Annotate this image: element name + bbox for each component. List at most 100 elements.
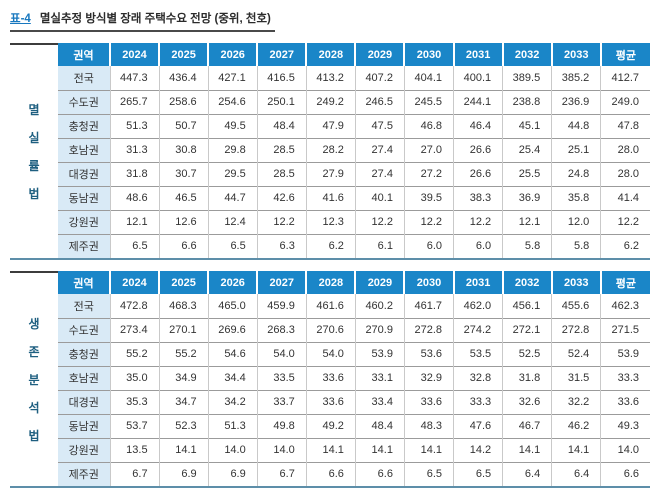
value-cell: 25.1 [551, 137, 601, 162]
value-cell: 270.9 [354, 317, 405, 342]
value-cell: 45.1 [502, 113, 552, 138]
table-row: 수도권 265.7 258.6 254.6 250.1 249.2 246.5 245.5 24… [58, 89, 650, 114]
value-cell: 51.3 [109, 113, 160, 138]
value-cell: 33.5 [256, 365, 307, 390]
value-cell: 14.1 [403, 437, 454, 462]
region-cell: 충청권 [58, 113, 110, 138]
value-cell: 455.6 [551, 294, 601, 318]
value-cell: 54.6 [207, 341, 258, 366]
value-cell: 49.8 [256, 413, 307, 438]
value-cell: 33.6 [305, 365, 356, 390]
value-cell: 14.0 [600, 437, 650, 462]
table-number-tag: 표-4 [10, 13, 31, 25]
value-cell: 462.0 [453, 294, 503, 318]
value-cell: 46.5 [158, 185, 209, 210]
value-cell: 48.3 [403, 413, 454, 438]
value-cell: 12.2 [354, 209, 405, 234]
value-cell: 14.1 [305, 437, 356, 462]
region-cell: 호남권 [58, 137, 110, 162]
value-cell: 389.5 [502, 66, 552, 90]
table-row: 제주권 6.7 6.9 6.9 6.7 6.6 6.6 6.5 6.5 6.4 6.4 6.6 [58, 461, 650, 486]
table-row: 전국 447.3 436.4 427.1 416.5 413.2 407.2 404.1 400… [58, 66, 650, 90]
value-cell: 33.7 [256, 389, 307, 414]
table-row: 전국 472.8 468.3 465.0 459.9 461.6 460.2 461.7 462… [58, 294, 650, 318]
value-cell: 462.3 [600, 294, 650, 318]
value-cell: 53.6 [403, 341, 454, 366]
value-cell: 249.2 [305, 89, 356, 114]
value-cell: 33.4 [354, 389, 405, 414]
value-cell: 27.4 [354, 161, 405, 186]
value-cell: 6.1 [354, 233, 405, 258]
method-label-char: 멸 [28, 103, 40, 117]
value-cell: 52.4 [551, 341, 601, 366]
value-cell: 272.8 [403, 317, 454, 342]
value-cell: 258.6 [158, 89, 209, 114]
region-cell: 제주권 [58, 461, 110, 486]
value-cell: 6.5 [453, 461, 503, 486]
value-cell: 55.2 [109, 341, 160, 366]
column-header: 2031 [452, 271, 503, 294]
value-cell: 461.7 [403, 294, 454, 318]
value-cell: 447.3 [109, 66, 160, 90]
method-label-char: 존 [28, 345, 40, 359]
value-cell: 28.0 [600, 137, 650, 162]
method-label-char: 석 [28, 401, 40, 415]
table-row: 충청권 51.3 50.7 49.5 48.4 47.9 47.5 46.8 46.4 45.1 4… [58, 113, 650, 138]
value-cell: 6.6 [600, 461, 650, 486]
value-cell: 400.1 [453, 66, 503, 90]
value-cell: 274.2 [453, 317, 503, 342]
region-cell: 충청권 [58, 341, 110, 366]
value-cell: 6.6 [354, 461, 405, 486]
value-cell: 53.7 [109, 413, 160, 438]
value-cell: 34.7 [158, 389, 209, 414]
column-header: 권역 [58, 43, 110, 66]
value-cell: 12.1 [109, 209, 160, 234]
value-cell: 436.4 [158, 66, 209, 90]
column-header: 2028 [305, 271, 356, 294]
table-body: 전국 447.3 436.4 427.1 416.5 413.2 407.2 404.1 400… [58, 66, 650, 258]
value-cell: 30.8 [158, 137, 209, 162]
value-cell: 244.1 [453, 89, 503, 114]
column-header: 2024 [108, 43, 160, 66]
value-cell: 14.1 [158, 437, 209, 462]
value-cell: 6.3 [256, 233, 307, 258]
value-cell: 52.5 [502, 341, 552, 366]
region-cell: 강원권 [58, 437, 110, 462]
table-body: 전국 472.8 468.3 465.0 459.9 461.6 460.2 461.7 462… [58, 294, 650, 486]
region-cell: 수도권 [58, 317, 110, 342]
value-cell: 38.3 [453, 185, 503, 210]
value-cell: 461.6 [305, 294, 356, 318]
value-cell: 14.0 [256, 437, 307, 462]
value-cell: 53.9 [354, 341, 405, 366]
value-cell: 236.9 [551, 89, 601, 114]
value-cell: 14.1 [551, 437, 601, 462]
table-header: 권역 2024 2025 2026 2027 2028 2029 2030 2031 2032 20… [58, 43, 650, 66]
value-cell: 6.0 [403, 233, 454, 258]
region-cell: 제주권 [58, 233, 110, 258]
value-cell: 46.8 [403, 113, 454, 138]
value-cell: 46.7 [502, 413, 552, 438]
value-cell: 12.3 [305, 209, 356, 234]
header-row: 권역 2024 2025 2026 2027 2028 2029 2030 2031 2032 20… [58, 43, 650, 66]
value-cell: 246.5 [354, 89, 405, 114]
value-cell: 47.6 [453, 413, 503, 438]
column-header: 2026 [207, 271, 258, 294]
column-header: 2027 [256, 271, 307, 294]
value-cell: 47.9 [305, 113, 356, 138]
value-cell: 14.0 [207, 437, 258, 462]
value-cell: 12.4 [207, 209, 258, 234]
value-cell: 33.6 [305, 389, 356, 414]
value-cell: 407.2 [354, 66, 405, 90]
value-cell: 32.9 [403, 365, 454, 390]
value-cell: 25.4 [502, 137, 552, 162]
column-header: 2031 [452, 43, 503, 66]
value-cell: 32.6 [502, 389, 552, 414]
value-cell: 273.4 [109, 317, 160, 342]
value-cell: 254.6 [207, 89, 258, 114]
value-cell: 270.1 [158, 317, 209, 342]
value-cell: 31.8 [502, 365, 552, 390]
value-cell: 29.5 [207, 161, 258, 186]
value-cell: 238.8 [502, 89, 552, 114]
value-cell: 12.2 [403, 209, 454, 234]
